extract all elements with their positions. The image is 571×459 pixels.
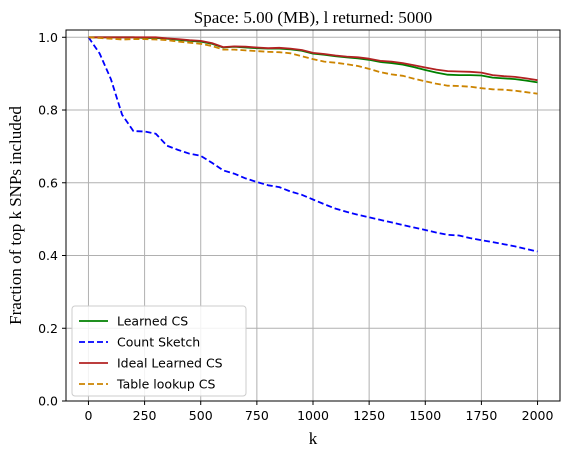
x-tick-label: 1000 xyxy=(297,408,329,423)
chart-title: Space: 5.00 (MB), l returned: 5000 xyxy=(194,8,432,27)
y-tick-label: 0.4 xyxy=(38,248,58,263)
x-tick-label: 750 xyxy=(245,408,269,423)
x-tick-label: 250 xyxy=(133,408,157,423)
y-tick-label: 1.0 xyxy=(38,30,58,45)
x-tick-label: 1500 xyxy=(409,408,441,423)
legend: Learned CS Count Sketch Ideal Learned CS Ta… xyxy=(71,305,247,397)
series-line-ideal-learned-cs xyxy=(88,36,538,82)
x-tick-label: 1750 xyxy=(466,408,498,423)
legend-label: Ideal Learned CS xyxy=(117,356,223,371)
y-tick-label: 0.8 xyxy=(38,103,58,118)
series-lines xyxy=(87,36,538,253)
legend-label: Count Sketch xyxy=(117,335,200,350)
x-tick-label: 1250 xyxy=(353,408,385,423)
y-tick-label: 0.0 xyxy=(38,394,58,409)
x-tick-label: 500 xyxy=(189,408,213,423)
y-tick-label: 0.2 xyxy=(38,321,58,336)
legend-box xyxy=(71,305,247,397)
x-tick-label: 2000 xyxy=(522,408,554,423)
y-tick-label: 0.6 xyxy=(38,175,58,190)
series-line-count-sketch xyxy=(87,36,538,253)
series-line-table-lookup-cs xyxy=(88,36,538,95)
y-axis-label: Fraction of top k SNPs included xyxy=(6,106,25,325)
legend-label: Learned CS xyxy=(117,314,188,329)
x-axis-label: k xyxy=(309,429,318,448)
x-axis-ticks: 0 250 500 750 1000 1250 1500 1750 2000 xyxy=(84,401,553,423)
x-tick-label: 0 xyxy=(84,408,92,423)
y-axis-ticks: 0.0 0.2 0.4 0.6 0.8 1.0 xyxy=(38,30,66,409)
legend-label: Table lookup CS xyxy=(116,377,215,392)
